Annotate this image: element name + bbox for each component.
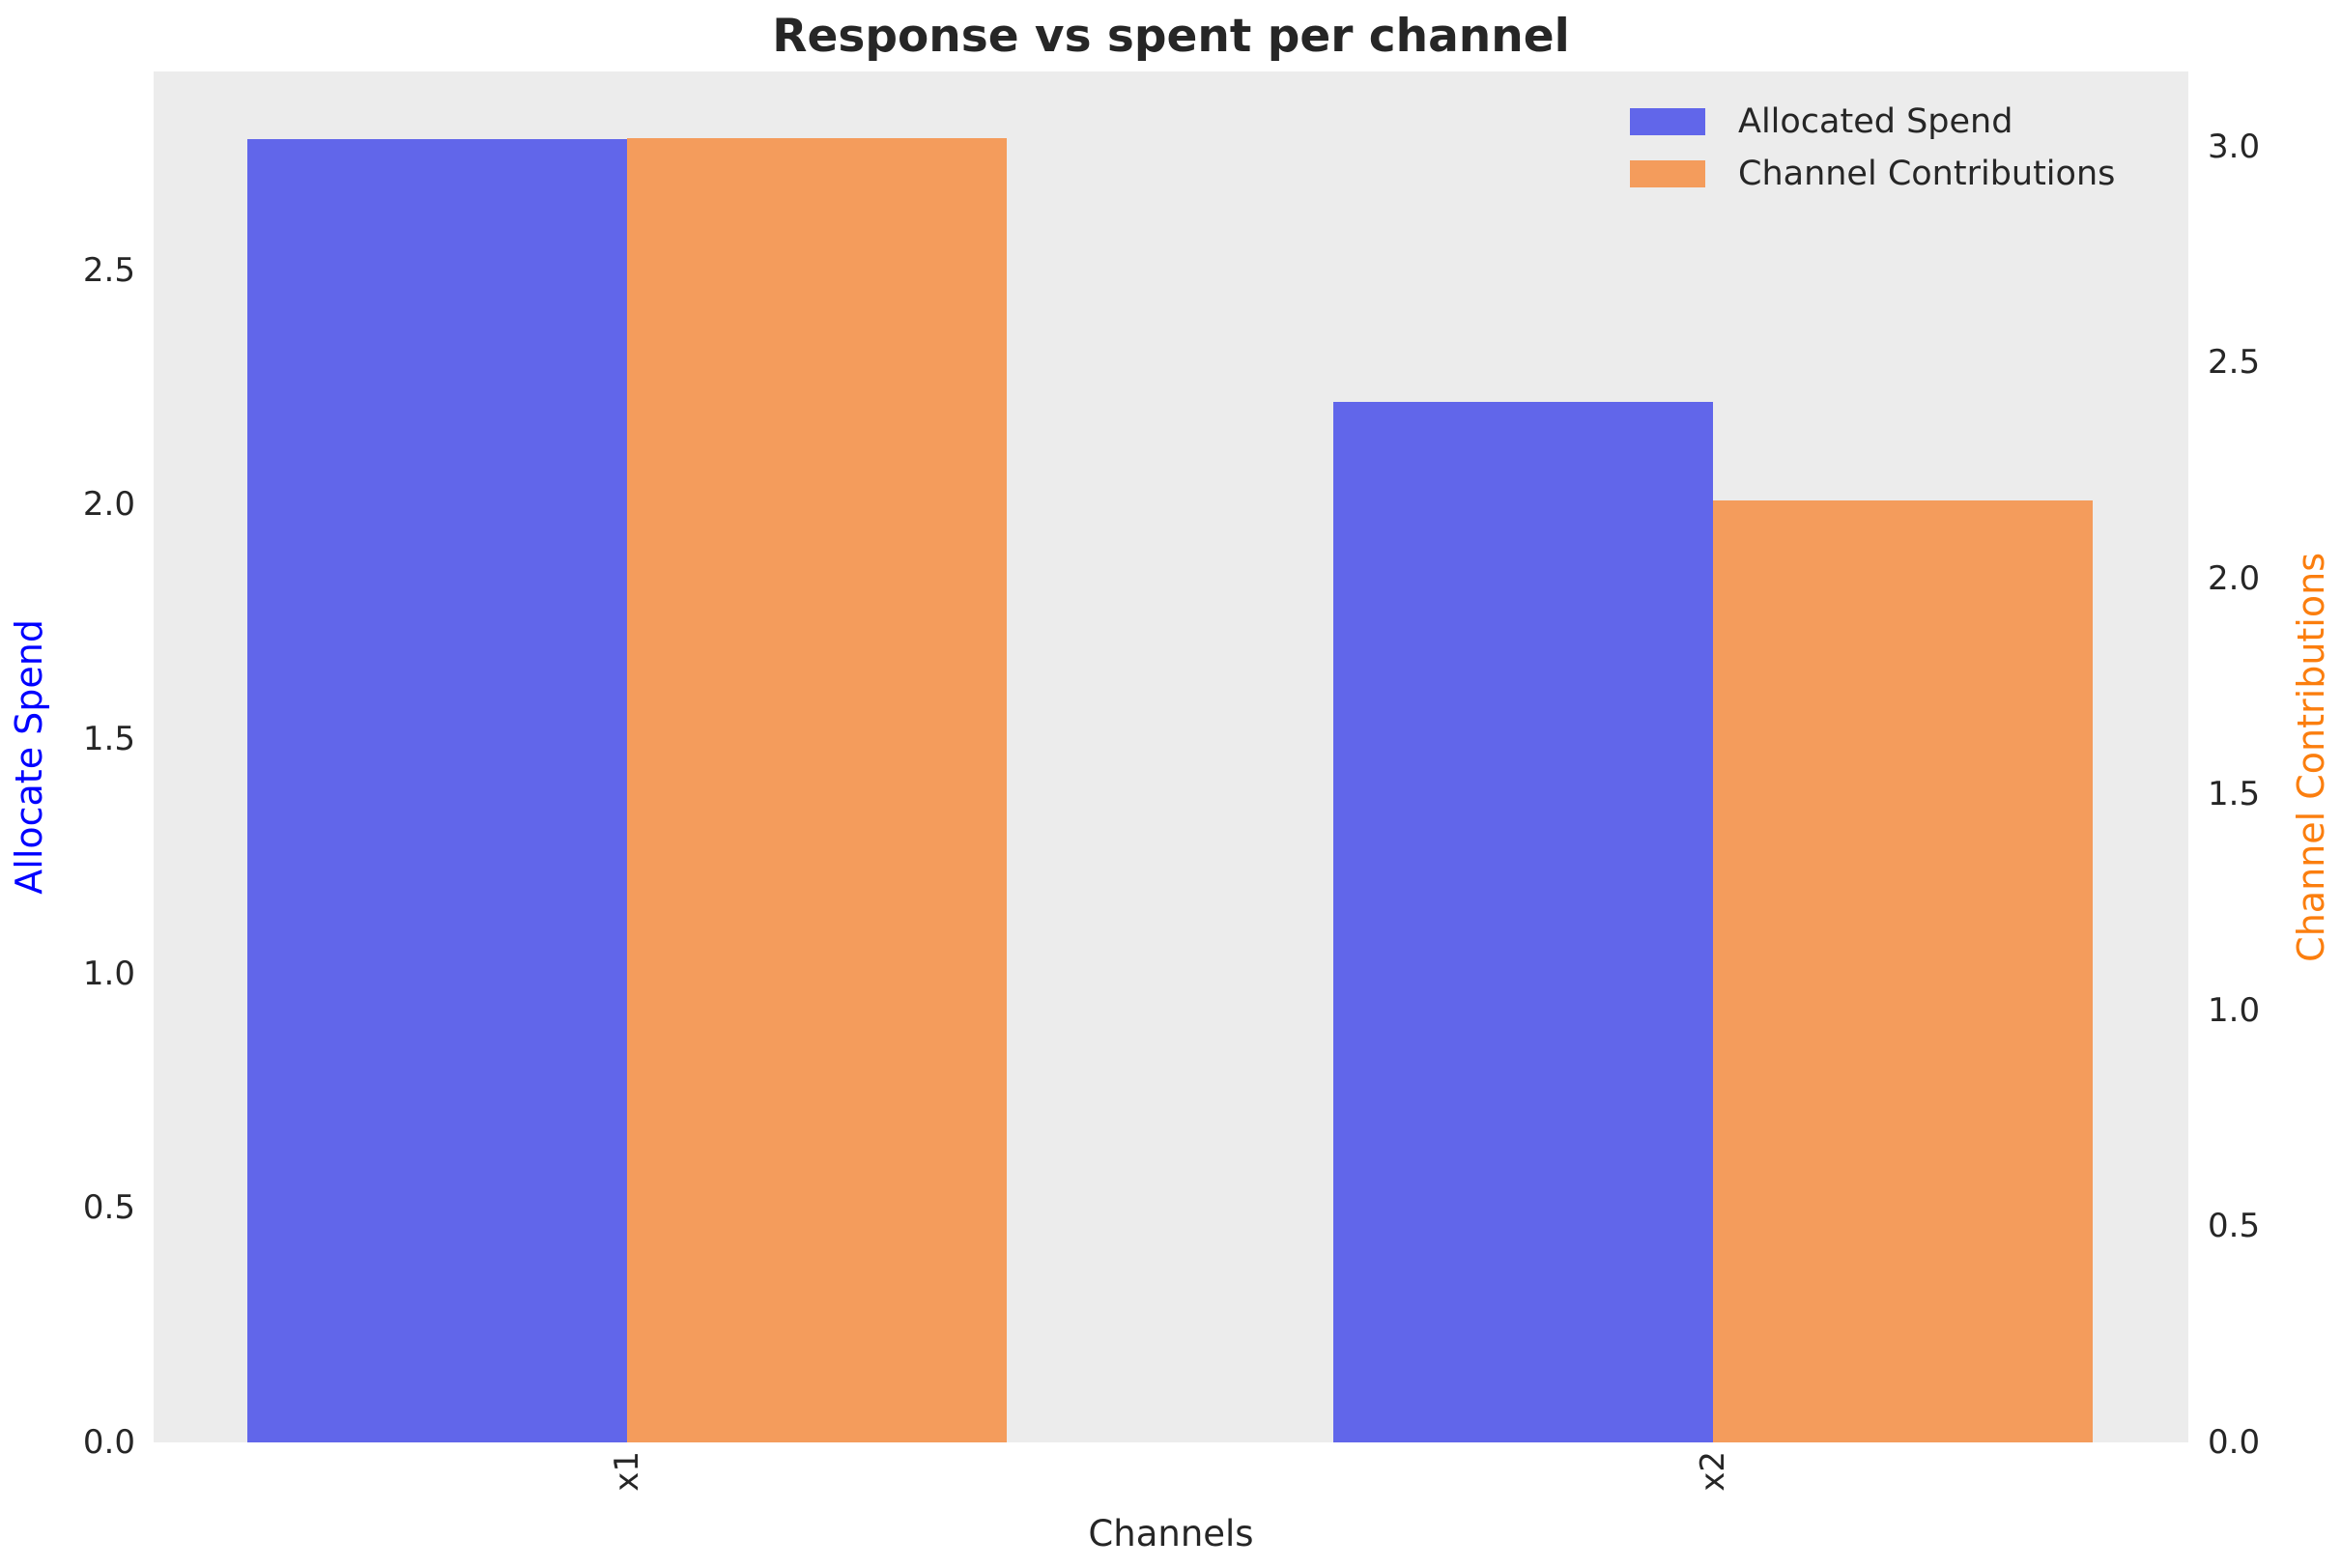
xtick-label-x2: x2 <box>1694 1451 1733 1492</box>
bar-x1-allocated-spend <box>247 138 628 1442</box>
left-axis-label: Allocate Spend <box>8 619 50 895</box>
ytick-right-label: 2.0 <box>2208 558 2261 598</box>
left-axis-label-wrap: Allocate Spend <box>4 71 54 1442</box>
legend-item-allocated-spend: Allocated Spend <box>1630 104 2115 139</box>
ytick-right-label: 1.5 <box>2208 775 2261 814</box>
ytick-right-label: 1.0 <box>2208 990 2261 1030</box>
chart-title: Response vs spent per channel <box>772 10 1570 63</box>
ytick-left-label: 1.5 <box>82 720 135 759</box>
bar-x2-allocated-spend <box>1333 401 1714 1442</box>
right-axis-label-wrap: Channel Contributions <box>2286 71 2336 1442</box>
legend-swatch <box>1630 108 1705 135</box>
legend-label: Channel Contributions <box>1738 155 2116 193</box>
ytick-left-label: 2.5 <box>82 250 135 290</box>
ytick-right-label: 0.5 <box>2208 1207 2261 1246</box>
ytick-left-label: 1.0 <box>82 954 135 993</box>
legend-swatch <box>1630 160 1705 187</box>
ytick-right-label: 3.0 <box>2208 127 2261 166</box>
legend-item-channel-contributions: Channel Contributions <box>1630 157 2115 191</box>
ytick-right-label: 0.0 <box>2208 1423 2261 1462</box>
ytick-left-label: 2.0 <box>82 485 135 525</box>
legend: Allocated Spend Channel Contributions <box>1630 104 2115 209</box>
right-axis-label: Channel Contributions <box>2290 552 2332 962</box>
bar-x2-channel-contributions <box>1713 500 2093 1442</box>
x-axis-label: Channels <box>1088 1513 1254 1554</box>
ytick-left-label: 0.0 <box>82 1423 135 1462</box>
ytick-left-label: 0.5 <box>82 1188 135 1228</box>
xtick-label-x1: x1 <box>608 1451 647 1492</box>
ytick-right-label: 2.5 <box>2208 343 2261 383</box>
legend-label: Allocated Spend <box>1738 102 2013 141</box>
bar-x1-channel-contributions <box>627 137 1008 1442</box>
plot-area <box>154 71 2188 1442</box>
